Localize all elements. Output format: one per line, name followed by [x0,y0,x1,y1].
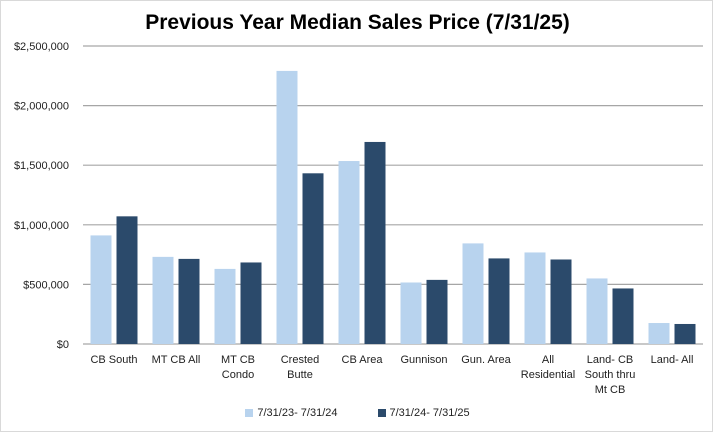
x-tick-label: MT CB All [152,354,201,366]
bar-2 [240,262,262,344]
bar-1 [400,282,422,344]
bar-1 [462,243,484,344]
x-tick-label: Land- CB [587,354,633,366]
y-tick-label: $2,000,000 [14,101,69,113]
bar-2 [612,288,634,344]
bar-2 [116,216,138,344]
x-tick-label: Gunnison [400,354,447,366]
legend-item-series-2: 7/31/24- 7/31/25 [377,407,470,419]
legend-label: 7/31/23- 7/31/24 [257,407,338,419]
bar-1 [152,256,174,344]
chart-title: Previous Year Median Sales Price (7/31/2… [145,11,570,34]
legend: 7/31/23- 7/31/24 7/31/24- 7/31/25 [1,407,713,419]
bar-2 [302,173,324,344]
x-tick-label: CB Area [342,354,384,366]
x-tick-label: MT CB [221,354,255,366]
x-tick-label: Residential [521,369,575,381]
bar-1 [524,252,546,344]
legend-label: 7/31/24- 7/31/25 [389,407,470,419]
x-tick-label: Gun. Area [461,354,511,366]
bar-2 [674,323,696,344]
bar-2 [178,258,200,344]
x-tick-label: Crested [281,354,320,366]
x-tick-label: Mt CB [595,384,626,396]
x-tick-label: CB South [90,354,137,366]
x-tick-label: Butte [287,369,313,381]
x-tick-label: All [542,354,554,366]
bar-1 [338,161,360,344]
y-tick-label: $500,000 [23,279,69,291]
legend-swatch [245,409,254,417]
y-tick-label: $0 [57,339,69,351]
bar-2 [426,279,448,344]
bar-1 [586,278,608,344]
legend-item-series-1: 7/31/23- 7/31/24 [245,407,338,419]
bar-1 [214,268,236,344]
x-tick-label: South thru [585,369,636,381]
bar-1 [90,235,112,344]
x-tick-label: Land- All [651,354,694,366]
y-tick-label: $1,500,000 [14,160,69,172]
bar-1 [648,323,670,344]
bar-2 [488,258,510,344]
y-tick-label: $1,000,000 [14,220,69,232]
y-tick-label: $2,500,000 [14,41,69,53]
legend-swatch [377,409,386,417]
x-tick-label: Condo [222,369,254,381]
bar-1 [276,70,298,344]
bar-2 [364,141,386,344]
bar-2 [550,259,572,344]
